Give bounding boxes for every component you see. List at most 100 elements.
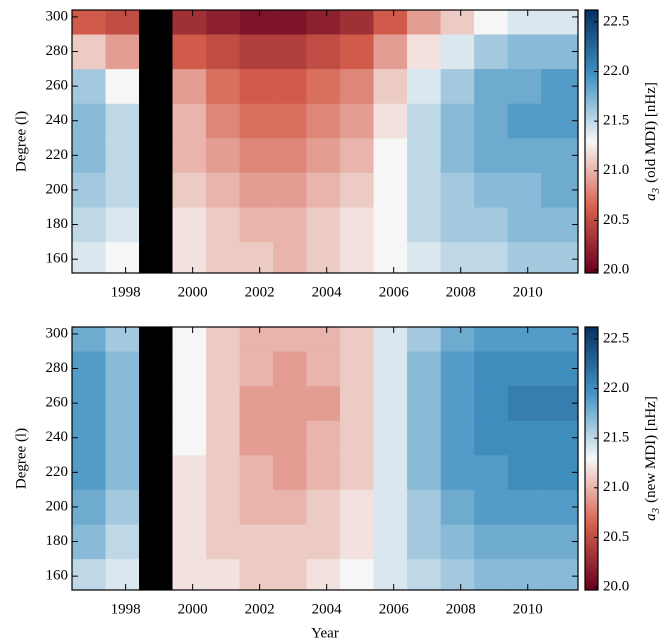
heatmap-cell xyxy=(105,455,140,490)
heatmap-cell xyxy=(139,489,173,525)
heatmap-cell xyxy=(239,207,274,243)
heatmap-cell xyxy=(407,103,441,139)
heatmap-cell xyxy=(507,420,542,456)
heatmap-cell xyxy=(172,385,207,421)
heatmap-cell xyxy=(206,524,240,560)
heatmap-cell xyxy=(407,455,441,490)
heatmap-cell xyxy=(273,327,307,352)
x-tick-label: 2002 xyxy=(245,284,275,300)
heatmap-cell xyxy=(273,103,307,139)
heatmap-cell xyxy=(340,327,374,352)
heatmap-cell xyxy=(306,138,341,173)
heatmap-cell xyxy=(340,524,374,560)
heatmap-cell xyxy=(206,351,240,387)
heatmap-cell xyxy=(340,455,374,490)
heatmap-cell xyxy=(306,10,341,35)
heatmap-cell xyxy=(474,207,508,243)
heatmap-cell xyxy=(373,351,408,387)
heatmap-cell xyxy=(474,524,508,560)
heatmap-cell xyxy=(440,138,475,173)
heatmap-cell xyxy=(407,68,441,104)
heatmap-cell xyxy=(206,455,240,490)
heatmap-cell xyxy=(373,138,408,173)
heatmap-cell xyxy=(474,10,508,35)
y-tick-label: 240 xyxy=(46,429,69,445)
heatmap-cell xyxy=(206,172,240,208)
y-tick-label: 220 xyxy=(46,464,69,480)
heatmap-cell xyxy=(172,138,207,173)
colorbar-label-text: (new MDI) [nHz] xyxy=(643,396,659,503)
heatmap-cell xyxy=(440,207,475,243)
heatmap-cell xyxy=(105,138,140,173)
heatmap-cell xyxy=(273,558,307,591)
heatmap-cell xyxy=(139,172,173,208)
colorbar-subscript: 3 xyxy=(650,187,662,194)
colorbar-frame xyxy=(584,326,599,591)
heatmap-cell xyxy=(206,327,240,352)
colorbar-tick-label: 20.0 xyxy=(603,261,629,277)
heatmap-cell xyxy=(206,420,240,456)
heatmap-cell xyxy=(239,138,274,173)
heatmap-cell xyxy=(273,351,307,387)
heatmap-cell xyxy=(206,207,240,243)
heatmap-cell xyxy=(306,34,341,70)
heatmap-cell xyxy=(340,558,374,591)
heatmap-cell xyxy=(373,455,408,490)
heatmap-cell xyxy=(373,103,408,139)
heatmap-cell xyxy=(172,241,207,274)
heatmap-cell xyxy=(373,241,408,274)
heatmap-cell xyxy=(407,489,441,525)
heatmap-cell xyxy=(273,420,307,456)
y-tick-label: 220 xyxy=(46,147,69,163)
y-tick-label: 280 xyxy=(46,360,69,376)
heatmap-cell xyxy=(340,103,374,139)
heatmap-cell xyxy=(239,489,274,525)
heatmap-cell xyxy=(306,241,341,274)
heatmap-cell xyxy=(105,103,140,139)
heatmap-cell xyxy=(507,558,542,591)
y-tick-label: 200 xyxy=(46,181,69,197)
y-tick-label: 240 xyxy=(46,112,69,128)
colorbar-tick-label: 22.0 xyxy=(603,63,629,79)
plot-frame xyxy=(71,9,579,274)
heatmap-cell xyxy=(507,138,542,173)
heatmap-cell xyxy=(105,351,140,387)
x-tick-label: 2010 xyxy=(513,601,543,617)
heatmap-cell xyxy=(206,68,240,104)
heatmap-cell xyxy=(440,524,475,560)
heatmap-cell xyxy=(206,138,240,173)
colorbar-tick-label: 20.0 xyxy=(603,578,629,594)
x-tick-label: 2008 xyxy=(446,284,476,300)
colorbar-tick-label: 20.5 xyxy=(603,529,629,545)
y-tick-label: 180 xyxy=(46,533,69,549)
heatmap-cell xyxy=(507,524,542,560)
heatmap-cell xyxy=(139,327,173,352)
heatmap-cell xyxy=(407,10,441,35)
heatmap-cell xyxy=(105,489,140,525)
heatmap-cell xyxy=(139,385,173,421)
x-tick-label: 2006 xyxy=(379,601,410,617)
heatmap-cell xyxy=(239,524,274,560)
heatmap-cell xyxy=(340,207,374,243)
heatmap-cell xyxy=(541,558,579,591)
heatmap-cell xyxy=(239,420,274,456)
heatmap-cell xyxy=(474,558,508,591)
heatmap-cell xyxy=(373,489,408,525)
heatmap-cell xyxy=(373,68,408,104)
y-tick-label: 300 xyxy=(46,8,69,24)
heatmap-cell xyxy=(440,455,475,490)
heatmap-cell xyxy=(139,241,173,274)
heatmap-cell xyxy=(407,524,441,560)
heatmap-cell xyxy=(440,172,475,208)
heatmap-cell xyxy=(340,138,374,173)
heatmap-cell xyxy=(440,351,475,387)
colorbar-frame xyxy=(584,9,599,274)
heatmap-cell xyxy=(105,34,140,70)
heatmap-cell xyxy=(340,420,374,456)
heatmap-cell xyxy=(340,10,374,35)
heatmap-cell xyxy=(407,172,441,208)
heatmap-cell xyxy=(139,524,173,560)
colorbar-tick-label: 21.0 xyxy=(603,479,629,495)
heatmap-cell xyxy=(172,455,207,490)
plot-frame xyxy=(71,326,579,591)
